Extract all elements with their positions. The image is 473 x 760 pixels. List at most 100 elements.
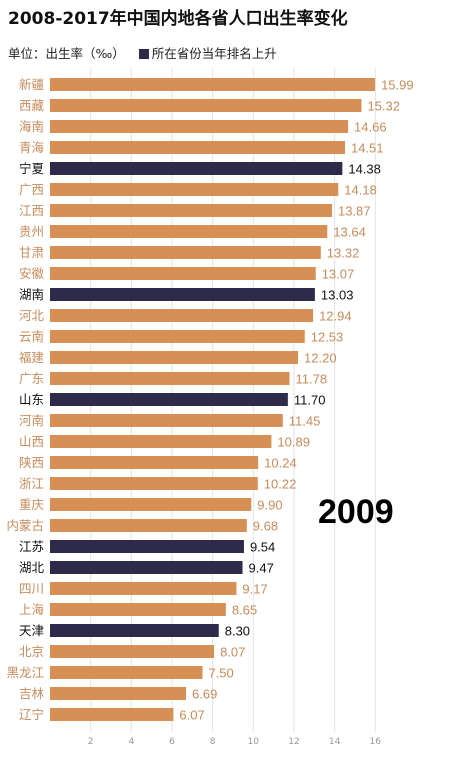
value-label: 14.38 bbox=[348, 162, 381, 177]
value-label: 11.45 bbox=[289, 414, 321, 429]
category-label: 河南 bbox=[19, 413, 44, 428]
category-label: 湖北 bbox=[19, 560, 45, 575]
category-label: 宁夏 bbox=[19, 161, 45, 176]
category-label: 四川 bbox=[19, 581, 44, 596]
legend-label: 所在省份当年排名上升 bbox=[151, 46, 277, 61]
bar bbox=[50, 162, 343, 175]
value-label: 6.07 bbox=[179, 708, 204, 723]
value-label: 8.07 bbox=[220, 645, 245, 660]
bar bbox=[50, 288, 315, 301]
category-label: 北京 bbox=[19, 644, 44, 659]
value-label: 9.90 bbox=[257, 498, 282, 513]
x-tick-label: 12 bbox=[288, 737, 299, 747]
x-tick-label: 8 bbox=[210, 737, 216, 747]
x-tick-label: 2 bbox=[88, 737, 94, 747]
bar bbox=[50, 624, 219, 637]
category-label: 海南 bbox=[19, 119, 44, 134]
category-label: 天津 bbox=[19, 623, 44, 638]
bar bbox=[50, 393, 288, 406]
bar bbox=[50, 477, 258, 490]
value-label: 14.66 bbox=[354, 120, 387, 135]
bar bbox=[50, 519, 247, 532]
bar bbox=[50, 708, 174, 721]
x-tick-label: 4 bbox=[128, 737, 134, 747]
bar bbox=[50, 330, 305, 343]
category-label: 江西 bbox=[19, 203, 44, 218]
category-label: 甘肃 bbox=[19, 245, 44, 260]
category-label: 上海 bbox=[19, 602, 45, 617]
category-label: 辽宁 bbox=[19, 707, 44, 722]
value-label: 9.17 bbox=[242, 582, 267, 597]
category-label: 湖南 bbox=[19, 287, 44, 302]
year-label: 2009 bbox=[318, 493, 394, 531]
x-tick-label: 6 bbox=[169, 737, 175, 747]
bar bbox=[50, 141, 345, 154]
chart-title: 2008-2017年中国内地各省人口出生率变化 bbox=[8, 9, 348, 29]
value-label: 10.22 bbox=[264, 477, 297, 492]
value-label: 13.64 bbox=[333, 225, 366, 240]
unit-label: 单位：出生率（‰） bbox=[8, 46, 125, 61]
bar bbox=[50, 183, 339, 196]
category-label: 黑龙江 bbox=[6, 665, 44, 680]
value-label: 11.70 bbox=[294, 393, 326, 408]
bar bbox=[50, 540, 244, 553]
category-label: 西藏 bbox=[19, 98, 45, 113]
bar bbox=[50, 204, 332, 217]
chart-subtitle: 单位：出生率（‰） 所在省份当年排名上升 bbox=[8, 43, 277, 62]
bar bbox=[50, 687, 187, 700]
category-label: 山东 bbox=[19, 392, 44, 407]
bar bbox=[50, 561, 243, 574]
category-label: 广西 bbox=[19, 182, 44, 197]
value-label: 15.99 bbox=[381, 78, 414, 93]
bar bbox=[50, 414, 283, 427]
bar bbox=[50, 372, 290, 385]
bar bbox=[50, 603, 226, 616]
bar bbox=[50, 225, 328, 238]
category-label: 贵州 bbox=[19, 224, 44, 239]
value-label: 14.51 bbox=[351, 141, 384, 156]
legend-swatch bbox=[138, 49, 149, 59]
category-label: 福建 bbox=[19, 350, 45, 365]
category-label: 浙江 bbox=[19, 476, 44, 491]
value-label: 8.30 bbox=[225, 624, 250, 639]
bar bbox=[50, 498, 252, 511]
category-label: 重庆 bbox=[19, 497, 45, 512]
value-label: 6.69 bbox=[192, 687, 217, 702]
category-label: 江苏 bbox=[19, 539, 44, 554]
bar bbox=[50, 666, 203, 679]
category-label: 新疆 bbox=[19, 77, 44, 92]
value-label: 8.65 bbox=[232, 603, 257, 618]
x-tick-label: 14 bbox=[329, 737, 341, 747]
category-label: 河北 bbox=[19, 308, 45, 323]
category-label: 云南 bbox=[19, 329, 44, 344]
x-tick-label: 10 bbox=[248, 737, 260, 747]
value-label: 9.47 bbox=[249, 561, 274, 576]
value-label: 13.87 bbox=[338, 204, 371, 219]
value-label: 13.32 bbox=[327, 246, 360, 261]
bar bbox=[50, 99, 362, 112]
bar bbox=[50, 78, 376, 91]
category-label: 青海 bbox=[19, 140, 45, 155]
value-label: 10.89 bbox=[277, 435, 310, 450]
bar bbox=[50, 267, 316, 280]
x-tick-label: 16 bbox=[370, 737, 382, 747]
value-label: 11.78 bbox=[295, 372, 327, 387]
value-label: 13.03 bbox=[321, 288, 354, 303]
value-label: 7.50 bbox=[208, 666, 233, 681]
category-label: 广东 bbox=[19, 371, 44, 386]
value-label: 13.07 bbox=[322, 267, 355, 282]
bar bbox=[50, 435, 272, 448]
value-label: 9.68 bbox=[253, 519, 278, 534]
bar bbox=[50, 309, 314, 322]
value-label: 12.94 bbox=[319, 309, 352, 324]
value-label: 14.18 bbox=[344, 183, 377, 198]
value-label: 9.54 bbox=[250, 540, 275, 555]
value-label: 12.53 bbox=[311, 330, 344, 345]
bar bbox=[50, 120, 349, 133]
value-label: 15.32 bbox=[367, 99, 400, 114]
bar bbox=[50, 582, 237, 595]
value-label: 12.20 bbox=[304, 351, 337, 366]
bar bbox=[50, 645, 215, 658]
value-label: 10.24 bbox=[264, 456, 297, 471]
